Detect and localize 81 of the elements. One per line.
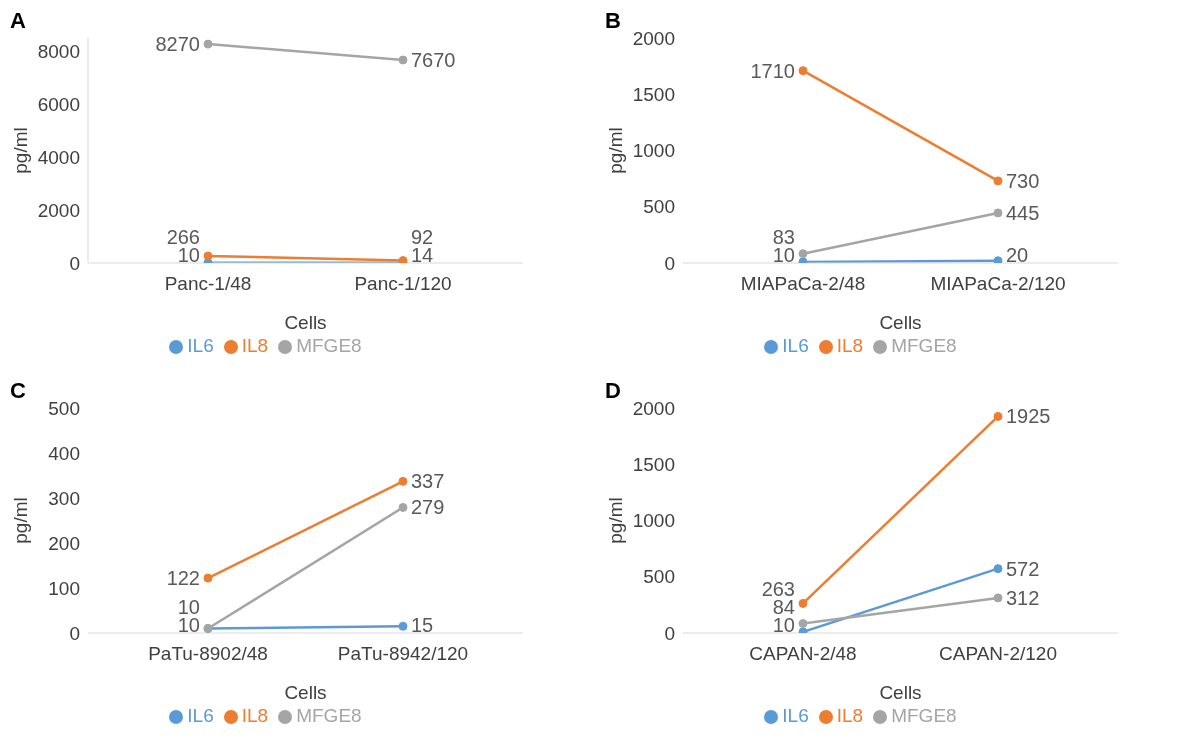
x-tick-label: PaTu-8942/120 <box>337 643 469 665</box>
point <box>993 208 1003 218</box>
y-tick-label: 400 <box>48 442 80 464</box>
legend-label: IL6 <box>187 705 214 726</box>
legend-label: IL8 <box>241 705 269 726</box>
chart-title: D <box>605 378 621 404</box>
y-tick-label: 0 <box>69 622 80 644</box>
y-axis-title: pg/ml <box>604 127 626 174</box>
x-tick-label: MIAPaCa-2/120 <box>930 273 1066 295</box>
y-tick-label: 0 <box>664 622 675 644</box>
legend-label: MFGE8 <box>296 705 362 726</box>
y-tick-label: 0 <box>664 252 675 274</box>
y-tick-label: 4000 <box>37 146 80 168</box>
point <box>993 411 1003 421</box>
data-label: 15 <box>411 614 434 636</box>
legend-label: IL8 <box>241 335 269 356</box>
x-axis-title: Cells <box>284 682 327 703</box>
data-label: 312 <box>1006 586 1040 609</box>
point <box>398 621 408 631</box>
y-tick-label: 100 <box>48 577 80 599</box>
legend-label: IL6 <box>782 335 809 356</box>
data-label: 730 <box>1006 169 1040 192</box>
point <box>993 593 1003 603</box>
data-label: 279 <box>411 496 445 519</box>
data-label: 572 <box>1006 557 1040 580</box>
y-axis-title: pg/ml <box>9 127 31 174</box>
y-tick-label: 1000 <box>632 510 675 532</box>
y-tick-label: 500 <box>48 397 80 419</box>
x-tick-label: Panc-1/120 <box>354 273 452 295</box>
y-tick-label: 0 <box>69 252 80 274</box>
y-tick-label: 500 <box>643 566 675 588</box>
point <box>398 502 408 512</box>
y-tick-label: 500 <box>643 196 675 218</box>
y-axis-title: pg/ml <box>9 497 31 544</box>
point <box>798 598 808 608</box>
y-tick-label: 2000 <box>37 199 80 221</box>
data-label: 8270 <box>155 33 200 56</box>
data-label: 445 <box>1006 201 1040 224</box>
chart-title: B <box>605 8 621 34</box>
legend-label: MFGE8 <box>891 705 957 726</box>
point <box>993 176 1003 186</box>
y-tick-label: 200 <box>48 532 80 554</box>
chart-title: C <box>10 378 26 404</box>
data-label: 122 <box>166 567 200 590</box>
data-label: 1925 <box>1006 405 1051 428</box>
legend-label: IL6 <box>187 335 214 356</box>
x-axis-title: Cells <box>879 312 922 333</box>
y-tick-label: 1500 <box>632 84 675 105</box>
point <box>993 564 1003 574</box>
data-label: 7670 <box>411 48 456 71</box>
data-label: 337 <box>411 470 445 493</box>
legend-label: IL6 <box>782 705 809 726</box>
x-axis-title: Cells <box>879 682 922 703</box>
point <box>203 39 213 49</box>
y-tick-label: 1000 <box>632 140 675 162</box>
y-tick-label: 300 <box>48 487 80 509</box>
data-label: 1710 <box>750 59 795 82</box>
point <box>798 619 808 629</box>
data-label: 20 <box>1006 244 1029 266</box>
legend-label: MFGE8 <box>296 335 362 356</box>
point <box>798 66 808 76</box>
x-tick-label: MIAPaCa-2/48 <box>740 273 866 295</box>
legend-label: IL8 <box>836 705 864 726</box>
y-tick-label: 6000 <box>37 93 80 115</box>
y-axis-title: pg/ml <box>604 497 626 544</box>
point <box>398 55 408 65</box>
x-tick-label: PaTu-8902/48 <box>148 643 268 665</box>
y-tick-label: 2000 <box>632 397 675 419</box>
x-axis-title: Cells <box>284 312 327 333</box>
legend-label: MFGE8 <box>891 335 957 356</box>
y-tick-label: 2000 <box>632 27 675 49</box>
point <box>798 249 808 259</box>
x-tick-label: Panc-1/48 <box>164 273 252 295</box>
x-tick-label: CAPAN-2/120 <box>939 643 1057 665</box>
y-tick-label: 1500 <box>632 453 675 475</box>
x-tick-label: CAPAN-2/48 <box>749 643 857 665</box>
point <box>203 573 213 583</box>
point <box>398 476 408 486</box>
chart-title: A <box>10 8 26 34</box>
y-tick-label: 8000 <box>37 40 80 62</box>
legend-label: IL8 <box>836 335 864 356</box>
